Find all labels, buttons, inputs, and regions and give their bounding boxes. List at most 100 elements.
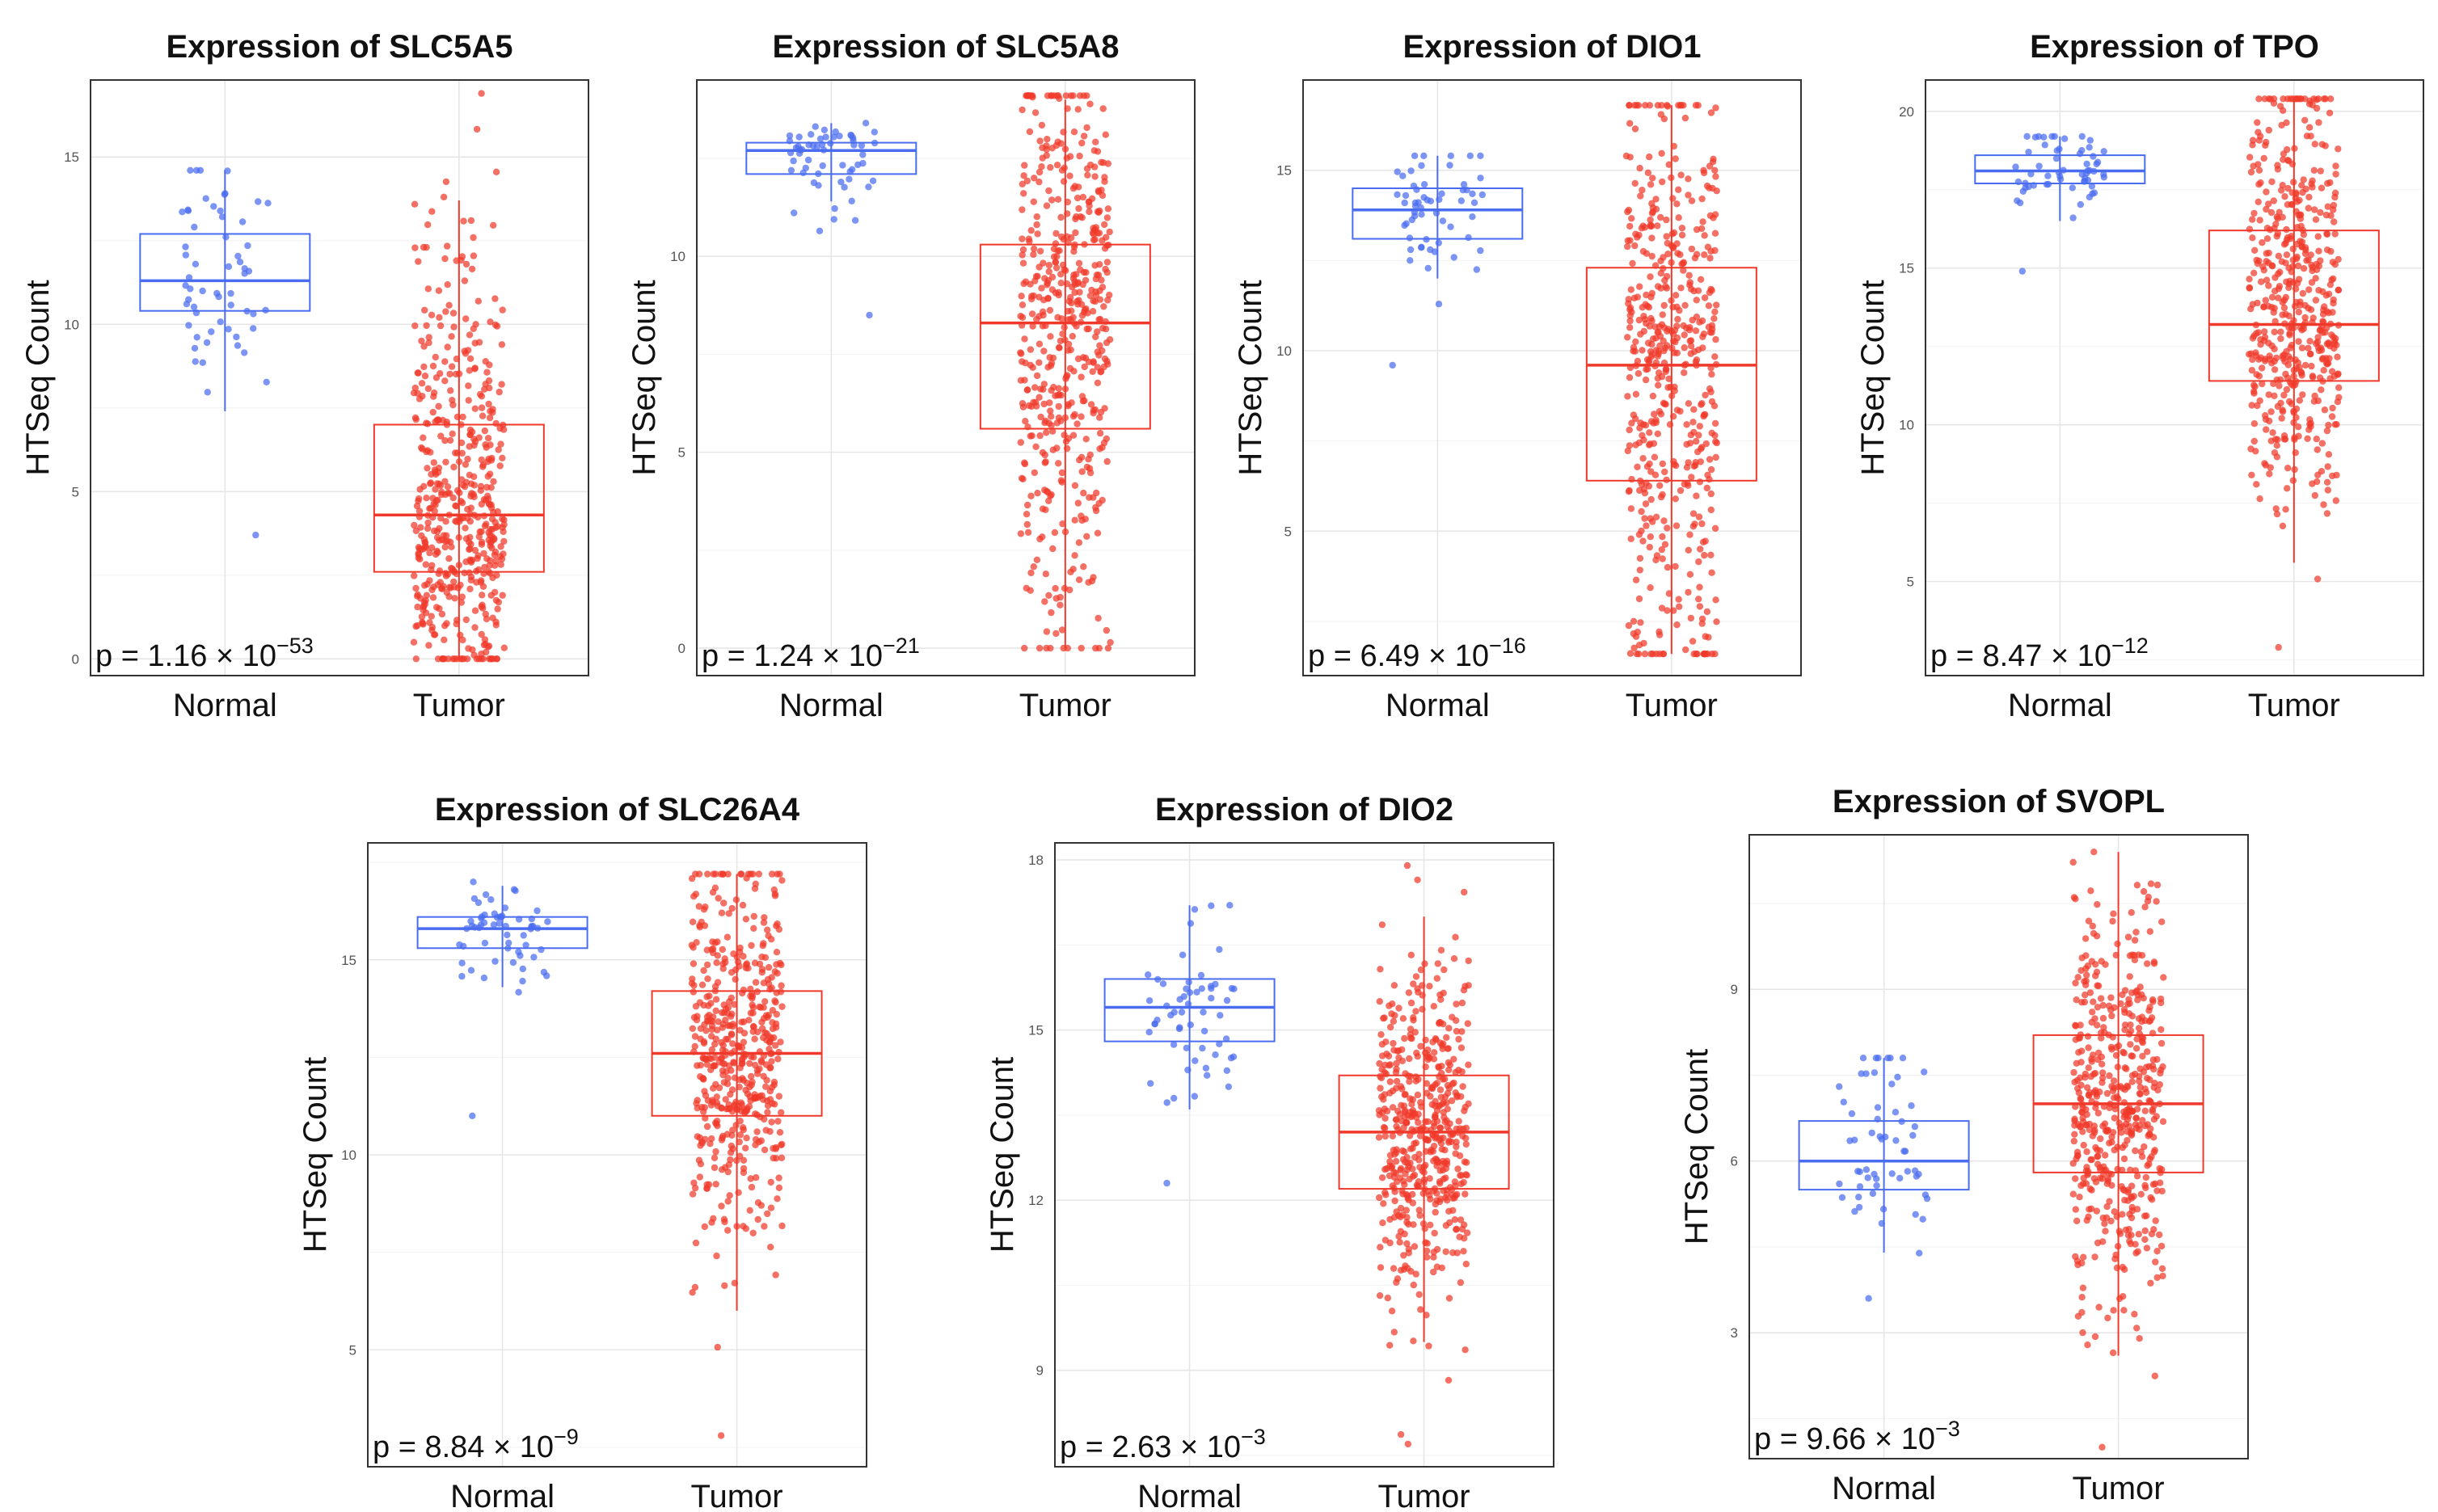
data-point [2076, 1194, 2083, 1201]
data-point [740, 1156, 748, 1165]
data-point [1083, 325, 1090, 333]
data-point [720, 899, 728, 907]
data-point [478, 500, 485, 508]
data-point [453, 617, 461, 624]
data-point [707, 1066, 715, 1074]
data-point [1457, 1044, 1466, 1051]
data-point [431, 508, 438, 515]
data-point [2074, 1261, 2082, 1269]
data-point [2128, 909, 2135, 916]
data-point [1646, 429, 1653, 436]
data-point [752, 1135, 760, 1143]
data-point [2329, 404, 2336, 412]
data-point [441, 543, 449, 551]
data-point [2031, 133, 2039, 141]
data-point [1626, 426, 1633, 434]
data-point [2254, 119, 2261, 126]
data-point [450, 567, 458, 575]
data-point [420, 363, 428, 371]
data-point [1868, 1129, 1875, 1137]
data-point [1462, 1261, 1470, 1268]
data-point [1708, 287, 1715, 294]
data-point [1695, 513, 1703, 520]
p-value-exponent: −9 [554, 1425, 579, 1449]
data-point [1060, 128, 1067, 136]
data-points [1017, 92, 1114, 652]
data-point [1669, 413, 1677, 420]
data-point [697, 1142, 704, 1149]
data-point [455, 370, 463, 377]
data-point [1023, 520, 1031, 529]
data-point [2132, 1167, 2139, 1174]
data-point [1678, 225, 1686, 232]
data-point [2292, 285, 2300, 293]
data-point [2313, 96, 2320, 103]
data-point [1635, 651, 1643, 658]
data-point [458, 253, 466, 260]
data-point [447, 387, 454, 394]
data-point [1052, 584, 1059, 592]
data-point [1057, 337, 1065, 345]
data-point [1632, 576, 1640, 583]
data-point [530, 954, 538, 961]
data-point [1066, 364, 1074, 373]
data-point [2271, 392, 2278, 399]
data-point [2301, 116, 2309, 124]
p-value-base: p = 1.24 × 10 [702, 639, 883, 673]
data-point [1391, 1151, 1398, 1158]
series-tumor [1338, 861, 1510, 1448]
data-point [2330, 275, 2337, 283]
data-point [720, 1079, 728, 1086]
data-point [1624, 334, 1631, 341]
data-point [2142, 1173, 2149, 1181]
data-point [791, 209, 798, 217]
data-point [1423, 1089, 1431, 1097]
data-point [2322, 211, 2330, 219]
data-point [497, 543, 504, 550]
p-value-label: p = 8.47 × 10−12 [1930, 634, 2149, 673]
data-point [1451, 1178, 1459, 1186]
data-point [1175, 1025, 1183, 1033]
data-point [470, 651, 478, 659]
data-point [2094, 1160, 2102, 1168]
data-point [2296, 196, 2303, 204]
data-point [2326, 375, 2334, 382]
data-point [1709, 326, 1716, 333]
data-point [1666, 421, 1674, 428]
data-point [765, 932, 772, 940]
data-point [466, 355, 475, 362]
data-point [1635, 595, 1643, 603]
data-point [1701, 232, 1708, 239]
data-point [738, 1018, 745, 1026]
data-points [1375, 861, 1472, 1448]
data-point [697, 1062, 704, 1069]
data-point [1030, 563, 1038, 571]
data-point [423, 495, 430, 502]
data-point [1212, 1051, 1219, 1059]
data-point [1027, 346, 1035, 353]
data-point [227, 289, 234, 297]
data-point [1643, 366, 1650, 373]
data-point [1387, 1023, 1394, 1031]
data-point [490, 478, 497, 485]
data-point [1699, 333, 1706, 340]
data-point [1377, 1085, 1384, 1092]
data-point [2306, 97, 2314, 104]
data-point [2265, 249, 2272, 257]
data-point [691, 1042, 698, 1051]
data-point [1440, 1040, 1447, 1047]
data-point [1054, 247, 1061, 255]
data-point [2085, 1044, 2092, 1051]
data-point [435, 287, 443, 294]
data-point [497, 561, 504, 568]
data-point [1665, 161, 1672, 168]
data-point [2138, 991, 2145, 999]
series-tumor [373, 90, 545, 663]
data-point [1061, 414, 1069, 422]
y-tick-label: 18 [1028, 853, 1044, 868]
plot-area [1749, 835, 2248, 1459]
data-point [2069, 1190, 2077, 1198]
data-point [1041, 598, 1048, 605]
data-point [486, 361, 493, 369]
data-point [2094, 1055, 2102, 1063]
